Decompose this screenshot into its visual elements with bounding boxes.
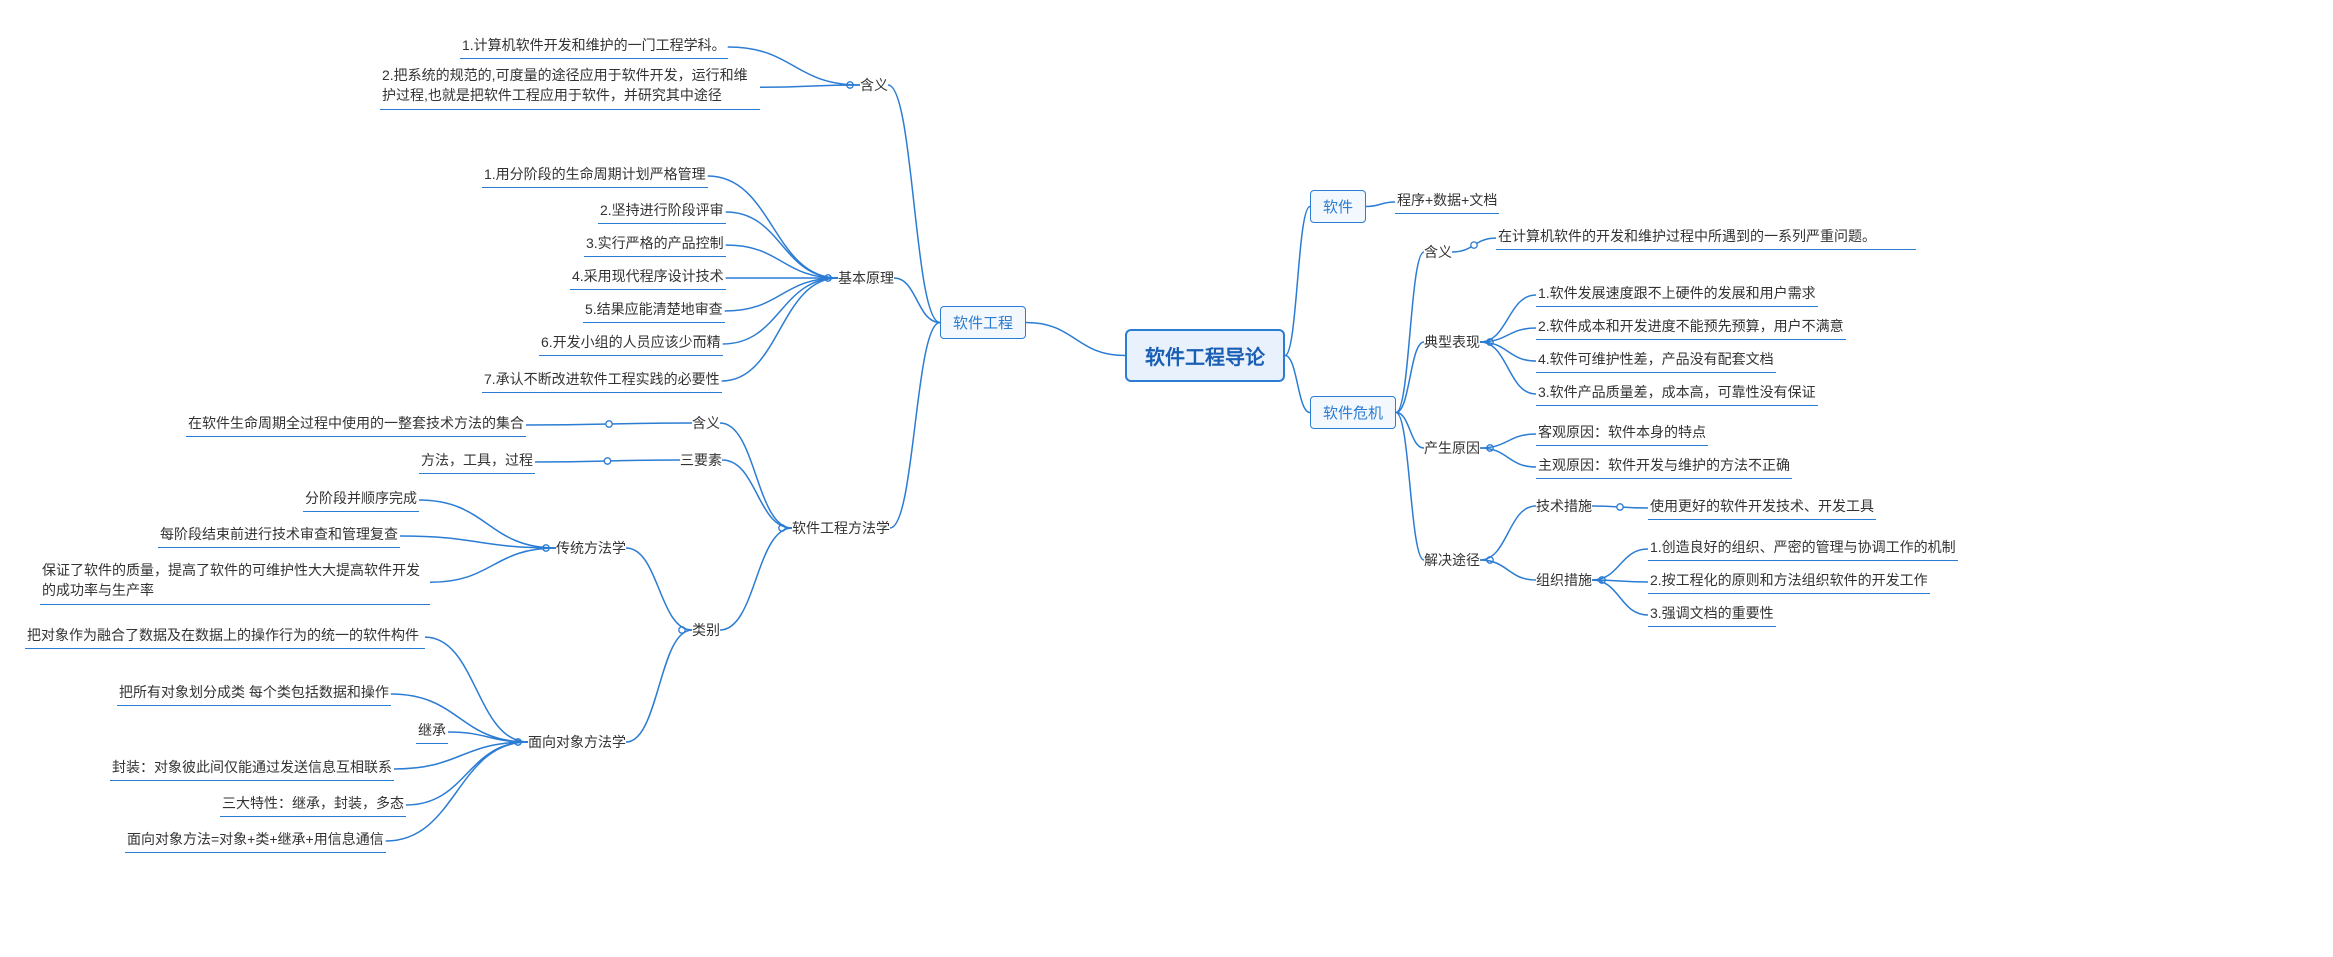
leaf-cause-1: 主观原因：软件开发与维护的方法不正确 (1536, 455, 1792, 479)
leaf-method-meaning: 在软件生命周期全过程中使用的一整套技术方法的集合 (186, 413, 526, 437)
branch-cat-oo[interactable]: 面向对象方法学 (528, 732, 626, 752)
leaf-oo-2: 继承 (416, 720, 448, 744)
leaf-cause-0: 客观原因：软件本身的特点 (1536, 422, 1708, 446)
branch-crisis-meaning[interactable]: 含义 (1424, 242, 1452, 262)
leaf-oo-3: 封装：对象彼此间仅能通过发送信息互相联系 (110, 757, 394, 781)
leaf-princ-1: 2.坚持进行阶段评审 (598, 200, 726, 224)
leaf-princ-5: 6.开发小组的人员应该少而精 (539, 332, 723, 356)
leaf-org-2: 3.强调文档的重要性 (1648, 603, 1776, 627)
branch-method-categories[interactable]: 类别 (692, 620, 720, 640)
leaf-princ-4: 5.结果应能清楚地审查 (583, 299, 725, 323)
leaf-trad-0: 分阶段并顺序完成 (303, 488, 419, 512)
leaf-oo-5: 面向对象方法=对象+类+继承+用信息通信 (125, 829, 386, 853)
branch-crisis-solution[interactable]: 解决途径 (1424, 550, 1480, 570)
leaf-trad-1: 每阶段结束前进行技术审查和管理复查 (158, 524, 400, 548)
node-software[interactable]: 软件 (1310, 190, 1366, 223)
branch-crisis-cause[interactable]: 产生原因 (1424, 438, 1480, 458)
leaf-solution-tech: 使用更好的软件开发技术、开发工具 (1648, 496, 1876, 520)
leaf-typical-0: 1.软件发展速度跟不上硬件的发展和用户需求 (1536, 283, 1818, 307)
branch-solution-org[interactable]: 组织措施 (1536, 570, 1592, 590)
leaf-oo-0: 把对象作为融合了数据及在数据上的操作行为的统一的软件构件 (25, 625, 425, 649)
root-node[interactable]: 软件工程导论 (1125, 329, 1285, 382)
branch-crisis-typical[interactable]: 典型表现 (1424, 332, 1480, 352)
branch-solution-tech[interactable]: 技术措施 (1536, 496, 1592, 516)
branch-cat-trad[interactable]: 传统方法学 (556, 538, 626, 558)
leaf-se-mean-1: 2.把系统的规范的,可度量的途径应用于软件开发，运行和维护过程,也就是把软件工程… (380, 65, 760, 110)
branch-method-three[interactable]: 三要素 (680, 450, 722, 470)
node-se[interactable]: 软件工程 (940, 306, 1026, 339)
leaf-typical-1: 2.软件成本和开发进度不能预先预算，用户不满意 (1536, 316, 1846, 340)
leaf-princ-3: 4.采用现代程序设计技术 (570, 266, 726, 290)
branch-se-meaning[interactable]: 含义 (860, 75, 888, 95)
branch-se-principle[interactable]: 基本原理 (838, 268, 894, 288)
leaf-org-1: 2.按工程化的原则和方法组织软件的开发工作 (1648, 570, 1930, 594)
leaf-crisis-meaning: 在计算机软件的开发和维护过程中所遇到的一系列严重问题。 (1496, 226, 1916, 250)
leaf-se-mean-0: 1.计算机软件开发和维护的一门工程学科。 (460, 35, 728, 59)
leaf-trad-2: 保证了软件的质量，提高了软件的可维护性大大提高软件开发的成功率与生产率 (40, 560, 430, 605)
leaf-method-three: 方法，工具，过程 (419, 450, 535, 474)
leaf-princ-6: 7.承认不断改进软件工程实践的必要性 (482, 369, 722, 393)
branch-se-method[interactable]: 软件工程方法学 (792, 518, 890, 538)
leaf-oo-4: 三大特性：继承，封装，多态 (220, 793, 406, 817)
leaf-oo-1: 把所有对象划分成类 每个类包括数据和操作 (117, 682, 391, 706)
leaf-princ-0: 1.用分阶段的生命周期计划严格管理 (482, 164, 708, 188)
leaf-typical-2: 4.软件可维护性差，产品没有配套文档 (1536, 349, 1776, 373)
branch-method-meaning[interactable]: 含义 (692, 413, 720, 433)
leaf-software-def: 程序+数据+文档 (1395, 190, 1499, 214)
leaf-princ-2: 3.实行严格的产品控制 (584, 233, 726, 257)
node-crisis[interactable]: 软件危机 (1310, 396, 1396, 429)
leaf-org-0: 1.创造良好的组织、严密的管理与协调工作的机制 (1648, 537, 1958, 561)
leaf-typical-3: 3.软件产品质量差，成本高，可靠性没有保证 (1536, 382, 1818, 406)
